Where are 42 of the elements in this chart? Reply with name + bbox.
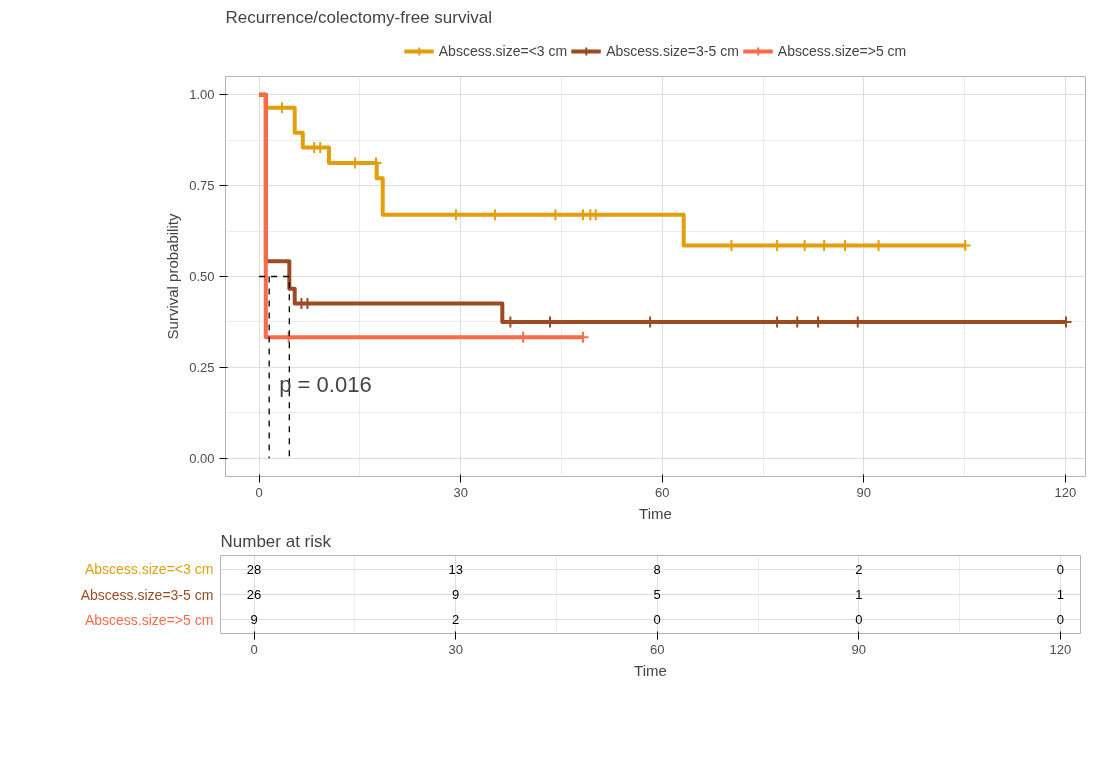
data-label: 9 xyxy=(452,587,460,602)
x-tick-label: 60 xyxy=(654,484,670,500)
data-label: 28 xyxy=(246,561,262,577)
data-label: 0 xyxy=(653,612,661,628)
data-label: 0 xyxy=(1056,561,1064,577)
chart-title: Number at risk xyxy=(220,531,332,551)
x-tick-label: 90 xyxy=(851,641,867,657)
data-label: 9 xyxy=(250,612,258,628)
data-label: 2 xyxy=(452,612,460,628)
x-tick-label: 90 xyxy=(856,484,872,500)
x-tick-label: 30 xyxy=(453,484,468,500)
x-axis-title: Time xyxy=(639,504,672,522)
annotation: p = 0.016 xyxy=(279,371,372,397)
y-tick-label: 0.50 xyxy=(189,269,215,284)
data-label: 13 xyxy=(448,561,463,577)
x-tick-label: 30 xyxy=(448,641,463,657)
data-label: 5 xyxy=(653,587,661,602)
data-label: 1 xyxy=(1056,587,1064,602)
data-label: 26 xyxy=(246,587,262,602)
x-tick-label: 0 xyxy=(255,484,263,500)
y-tick-label: 0.75 xyxy=(189,178,215,194)
chart-title: Recurrence/colectomy-free survival xyxy=(225,7,492,27)
x-tick-label: 0 xyxy=(250,641,258,657)
data-label: 0 xyxy=(1056,612,1064,628)
x-axis-title: Time xyxy=(634,661,667,679)
data-label: 8 xyxy=(653,561,661,577)
x-tick-label: 60 xyxy=(649,641,665,657)
y-tick-label: Abscess.size=>5 cm xyxy=(84,611,214,628)
legend-label: Abscess.size=3-5 cm xyxy=(606,43,739,59)
legend-label: Abscess.size=>5 cm xyxy=(777,43,907,59)
y-tick-label: 0.25 xyxy=(189,359,215,375)
data-label: 0 xyxy=(855,612,863,628)
x-tick-label: 120 xyxy=(1054,484,1077,500)
y-tick-label: 1.00 xyxy=(189,87,215,103)
y-tick-label: 0.00 xyxy=(189,450,215,466)
x-tick-label: 120 xyxy=(1049,641,1072,657)
y-tick-label: Abscess.size=<3 cm xyxy=(84,561,214,578)
y-tick-label: Abscess.size=3-5 cm xyxy=(80,586,214,603)
y-axis-title: Survival probability xyxy=(164,213,182,340)
data-label: 2 xyxy=(855,561,863,577)
data-label: 1 xyxy=(855,587,863,602)
legend-label: Abscess.size=<3 cm xyxy=(438,43,568,59)
